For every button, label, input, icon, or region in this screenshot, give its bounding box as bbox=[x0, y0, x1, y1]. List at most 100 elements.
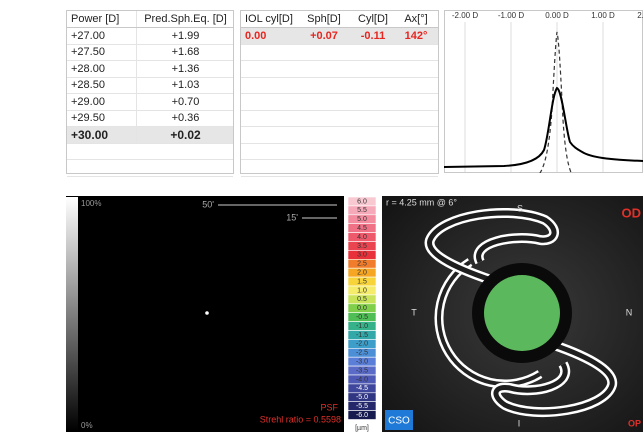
logo: CSO bbox=[388, 416, 410, 427]
table-cell: -0.11 bbox=[360, 29, 386, 42]
x-tick-label: 1.00 D bbox=[591, 11, 615, 20]
eye-label: OD bbox=[622, 205, 642, 220]
x-tick-label: -1.00 D bbox=[498, 11, 524, 20]
table-row bbox=[67, 143, 233, 160]
strehl-ratio: Strehl ratio = 0.5598 bbox=[260, 414, 341, 424]
x-tick-label: 2.00 D bbox=[637, 11, 643, 20]
scale-large-label: 50' bbox=[202, 199, 214, 209]
upper-haptic-inner bbox=[427, 210, 557, 286]
table-cell: +1.99 bbox=[136, 27, 234, 44]
table-row bbox=[241, 44, 438, 61]
scale-label: 4.0 bbox=[357, 234, 367, 241]
psf-spot bbox=[205, 311, 209, 315]
psf-title: PSF bbox=[320, 402, 338, 412]
superior-label: S bbox=[517, 203, 523, 213]
defocus-curve bbox=[444, 86, 643, 168]
column-header: Sph[D] bbox=[307, 13, 341, 25]
radius-label: r = 4.25 mm @ 6° bbox=[386, 197, 457, 207]
scale-label: -3.5 bbox=[356, 367, 368, 374]
scale-label: -1.0 bbox=[356, 323, 368, 330]
logo-box bbox=[385, 410, 413, 430]
scale-label: 1.0 bbox=[357, 287, 367, 294]
scale-label: -4.5 bbox=[356, 385, 368, 392]
power-table: Power [D] Pred.Sph.Eq. [D] +27.00 +1.99 +27.… bbox=[66, 10, 234, 177]
column-header: Pred.Sph.Eq. [D] bbox=[136, 11, 234, 27]
scale-label: 0.0 bbox=[357, 305, 367, 312]
defocus-plot: -2.00 D -1.00 D 0.00 D 1.00 D 2.00 D bbox=[444, 10, 643, 173]
scale-label: -6.0 bbox=[356, 412, 368, 419]
scale-unit: [µm] bbox=[355, 425, 369, 432]
scale-label: 2.0 bbox=[357, 269, 367, 276]
scale-label: -3.0 bbox=[356, 358, 368, 365]
table-row bbox=[241, 110, 438, 127]
table-row: +30.00 +0.02 bbox=[67, 126, 234, 144]
table-cell: +28.00 bbox=[71, 62, 105, 75]
x-tick-label: -2.00 D bbox=[452, 11, 478, 20]
color-scale: 6.0 5.5 5.0 4.5 4.0 3.5 3.0 2.52.0 1.5 1.0 0.5 0.0 -… bbox=[347, 196, 377, 432]
mode-label: OP bbox=[628, 418, 641, 428]
table-row bbox=[241, 61, 438, 78]
scale-label: 6.0 bbox=[357, 198, 367, 205]
table-cell: 0.00 bbox=[245, 29, 267, 42]
scale-small-label: 15' bbox=[286, 212, 298, 222]
gray-top-label: 100% bbox=[81, 199, 101, 208]
table-row: 0.00 +0.07 -0.11 142° bbox=[241, 27, 438, 45]
x-tick-label: 0.00 D bbox=[545, 11, 569, 20]
gray-bar bbox=[66, 197, 78, 431]
table-row bbox=[241, 160, 438, 177]
table-row bbox=[241, 127, 438, 144]
table-cell: +28.50 bbox=[71, 79, 105, 91]
table-cell: +0.36 bbox=[136, 110, 234, 126]
psf-image bbox=[66, 196, 344, 432]
inferior-label: I bbox=[518, 418, 521, 428]
column-header: IOL cyl[D] bbox=[245, 13, 293, 25]
table-row: +29.00 +0.70 bbox=[67, 93, 234, 111]
header-row: Power [D] Pred.Sph.Eq. [D] bbox=[67, 11, 233, 28]
gray-bottom-label: 0% bbox=[81, 421, 93, 430]
table-row bbox=[241, 143, 438, 160]
column-header: Cyl[D] bbox=[358, 13, 388, 25]
scale-label: 5.0 bbox=[357, 216, 367, 223]
scale-label: 5.5 bbox=[357, 207, 367, 214]
table-cell: +30.00 bbox=[71, 127, 109, 142]
column-header: Ax[°] bbox=[404, 13, 428, 25]
scale-label: -5.5 bbox=[356, 403, 368, 410]
scale-label: 0.5 bbox=[357, 296, 367, 303]
scale-label: 2.5 bbox=[357, 261, 367, 268]
table-row: +28.50 +1.03 bbox=[67, 77, 233, 94]
temporal-label: T bbox=[411, 307, 417, 317]
table-row bbox=[241, 77, 438, 94]
optic-zone bbox=[484, 275, 560, 351]
scale-cell bbox=[347, 410, 377, 420]
scale-label: -2.5 bbox=[356, 350, 368, 357]
table-cell: +1.36 bbox=[136, 60, 234, 77]
plot-frame bbox=[444, 10, 643, 173]
nasal-label: N bbox=[626, 307, 633, 317]
scale-label: 1.5 bbox=[357, 278, 367, 285]
table-cell: +27.50 bbox=[71, 46, 105, 58]
table-cell: +29.50 bbox=[71, 112, 105, 124]
table-row bbox=[241, 94, 438, 111]
scale-label: 3.5 bbox=[357, 243, 367, 250]
scale-label: 4.5 bbox=[357, 225, 367, 232]
table-row: +27.00 +1.99 bbox=[67, 27, 234, 45]
table-cell: +0.70 bbox=[136, 93, 234, 110]
table-cell: 142° bbox=[404, 29, 428, 42]
table-row: +28.00 +1.36 bbox=[67, 60, 234, 78]
column-header: Power [D] bbox=[71, 13, 120, 25]
lower-haptic-inner bbox=[493, 339, 615, 415]
table-cell: +1.68 bbox=[136, 44, 234, 60]
table-row: +27.50 +1.68 bbox=[67, 44, 233, 61]
table-row bbox=[67, 160, 233, 177]
scale-label: 3.0 bbox=[357, 252, 367, 259]
table-cell: +0.02 bbox=[136, 126, 234, 143]
scale-label: -1.5 bbox=[356, 332, 368, 339]
scale-label: -2.0 bbox=[356, 341, 368, 348]
table-cell: +29.00 bbox=[71, 95, 105, 108]
reference-curve bbox=[539, 31, 572, 173]
scale-label: -0.5 bbox=[356, 314, 368, 321]
result-table: IOL cyl[D] Sph[D] Cyl[D] Ax[°] 0.00 +0.07 -0.1… bbox=[240, 10, 439, 177]
table-cell: +0.07 bbox=[310, 29, 338, 42]
